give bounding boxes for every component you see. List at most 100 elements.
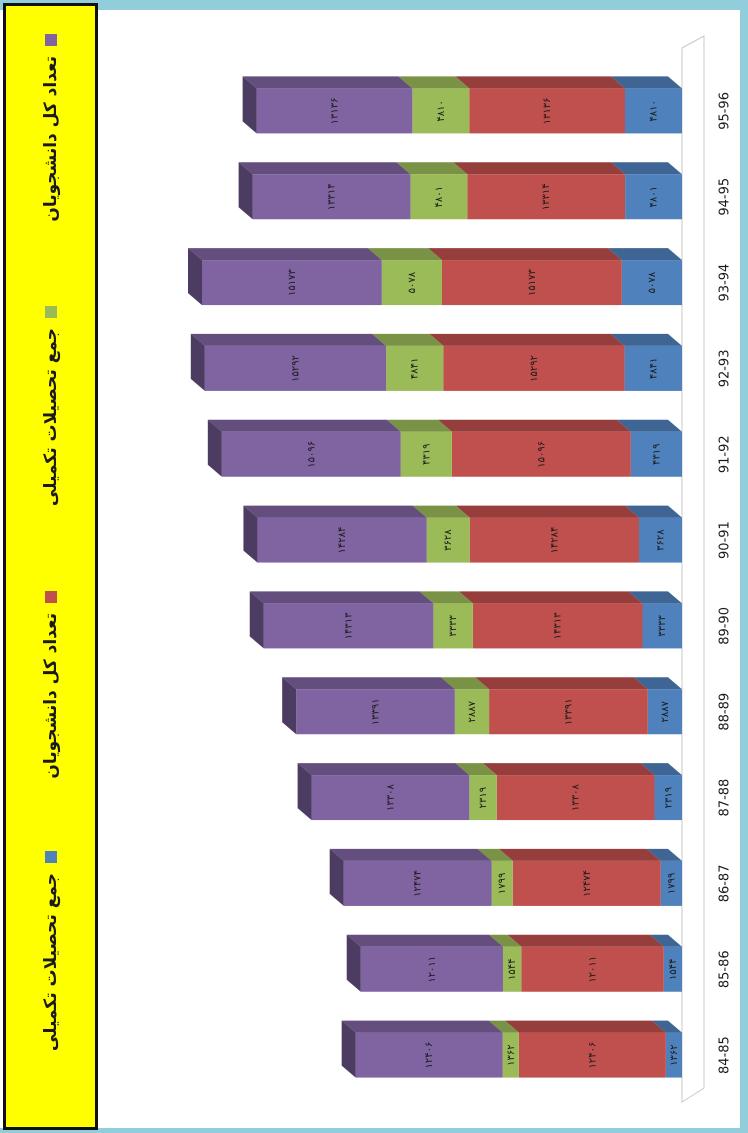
data-label-85-86-s3: ۱۲۰۱۱ bbox=[427, 956, 438, 983]
bar-85-86-s0 bbox=[663, 946, 682, 992]
bar-91-92-s2 bbox=[400, 431, 452, 477]
bar-top-93-94-s3 bbox=[188, 248, 382, 261]
data-label-84-85-s1: ۱۲۴۰۶ bbox=[587, 1042, 598, 1069]
bar-top-95-96-s1 bbox=[455, 76, 625, 89]
category-label-87-88: 87-88 bbox=[718, 779, 733, 817]
category-label-86-87: 86-87 bbox=[718, 865, 733, 903]
bar-95-96-s3 bbox=[256, 88, 413, 134]
data-label-93-94-s0: ۵۰۷۸ bbox=[647, 271, 658, 293]
bar-93-94-s1 bbox=[442, 260, 622, 306]
bar-cap-89-90 bbox=[249, 591, 264, 649]
legend-swatch-2 bbox=[44, 306, 57, 318]
bar-top-84-85-s0 bbox=[651, 1020, 682, 1033]
bar-top-88-89-s3 bbox=[282, 677, 455, 690]
bar-87-88-s1 bbox=[496, 775, 655, 821]
bar-top-95-96-s3 bbox=[242, 76, 413, 89]
data-label-90-91-s2: ۳۶۲۸ bbox=[443, 529, 454, 551]
data-label-87-88-s2: ۲۳۱۹ bbox=[478, 787, 489, 808]
data-label-93-94-s2: ۵۰۷۸ bbox=[407, 271, 418, 293]
data-label-94-95-s3: ۱۳۳۱۴ bbox=[327, 183, 338, 210]
legend-swatch-4 bbox=[44, 851, 57, 863]
data-label-87-88-s1: ۱۳۳۰۸ bbox=[571, 784, 582, 811]
bar-top-89-90-s3 bbox=[249, 591, 434, 604]
bar-top-94-95-s0 bbox=[611, 162, 682, 175]
stacked-bar-chart: ۱۳۶۲ ۱۲۴۰۶ ۱۳۶۲ ۱۲۴۰۶ 84-85 ۱۵۴۴ ۱۲۰۱۱ ۱۵۴۴ ۱۲۰۱… bbox=[188, 35, 733, 1103]
legend-swatch-1 bbox=[44, 34, 57, 46]
bar-top-88-89-s0 bbox=[633, 677, 682, 690]
bar-top-90-91-s0 bbox=[625, 505, 682, 518]
category-label-92-93: 92-93 bbox=[718, 350, 733, 388]
data-label-90-91-s0: ۳۶۲۸ bbox=[656, 529, 667, 551]
bar-cap-90-91 bbox=[243, 505, 258, 563]
bar-90-91-s2 bbox=[426, 517, 470, 563]
category-label-84-85: 84-85 bbox=[718, 1036, 733, 1074]
bar-cap-85-86 bbox=[346, 934, 361, 992]
right-border bbox=[740, 0, 748, 1133]
data-label-94-95-s0: ۴۸۰۱ bbox=[649, 186, 660, 207]
data-label-85-86-s2: ۱۵۴۴ bbox=[507, 959, 518, 980]
bar-cap-88-89 bbox=[282, 677, 297, 735]
bar-top-88-89-s2 bbox=[440, 677, 490, 690]
bar-top-89-90-s2 bbox=[419, 591, 473, 604]
bar-cap-92-93 bbox=[190, 333, 205, 391]
legend: تعداد کل دانشجویان جمع تحصیلات تکمیلی تع… bbox=[3, 3, 98, 1130]
bar-top-86-87-s1 bbox=[498, 848, 661, 861]
data-label-84-85-s3: ۱۲۴۰۶ bbox=[424, 1042, 435, 1069]
bar-87-88-s3 bbox=[311, 775, 470, 821]
bar-87-88-s2 bbox=[469, 775, 497, 821]
bar-top-91-92-s3 bbox=[207, 419, 401, 432]
bar-top-84-85-s3 bbox=[341, 1020, 503, 1033]
bar-top-95-96-s2 bbox=[398, 76, 470, 89]
bar-top-94-95-s2 bbox=[396, 162, 468, 175]
bar-top-93-94-s1 bbox=[428, 248, 622, 261]
data-label-94-95-s1: ۱۳۳۱۴ bbox=[541, 183, 552, 210]
legend-swatch-3 bbox=[44, 591, 57, 603]
data-label-87-88-s0: ۲۳۱۹ bbox=[663, 787, 674, 808]
bar-top-93-94-s0 bbox=[607, 248, 682, 261]
data-label-85-86-s0: ۱۵۴۴ bbox=[668, 959, 679, 980]
bar-cap-93-94 bbox=[188, 248, 202, 306]
bar-88-89-s1 bbox=[489, 689, 648, 735]
bar-85-86-s3 bbox=[360, 946, 504, 992]
bar-87-88-s0 bbox=[654, 775, 682, 821]
bar-88-89-s0 bbox=[647, 689, 682, 735]
legend-label-1: تعداد کل دانشجویان bbox=[40, 56, 61, 222]
data-label-84-85-s0: ۱۳۶۲ bbox=[669, 1044, 680, 1065]
bar-84-85-s0 bbox=[665, 1032, 682, 1078]
bar-95-96-s2 bbox=[412, 88, 470, 134]
legend-label-3: تعداد کل دانشجویان bbox=[40, 613, 61, 779]
data-label-95-96-s2: ۴۸۱۰ bbox=[436, 100, 447, 121]
bar-95-96-s1 bbox=[469, 88, 625, 134]
bar-91-92-s0 bbox=[630, 431, 682, 477]
bar-94-95-s3 bbox=[252, 174, 411, 220]
bar-84-85-s2 bbox=[502, 1032, 519, 1078]
bar-top-87-88-s1 bbox=[482, 763, 655, 776]
bar-90-91-s3 bbox=[257, 517, 427, 563]
bar-93-94-s2 bbox=[381, 260, 442, 306]
bar-top-84-85-s1 bbox=[504, 1020, 666, 1033]
bar-top-90-91-s2 bbox=[412, 505, 470, 518]
data-label-86-87-s1: ۱۲۴۷۴ bbox=[582, 870, 593, 897]
data-label-86-87-s3: ۱۲۴۷۴ bbox=[413, 870, 424, 897]
bar-cap-91-92 bbox=[207, 419, 222, 477]
bar-top-87-88-s2 bbox=[455, 763, 497, 776]
data-label-92-93-s1: ۱۵۲۹۲ bbox=[529, 355, 540, 382]
bar-top-92-93-s2 bbox=[372, 333, 444, 346]
bar-top-85-86-s2 bbox=[489, 934, 522, 947]
bar-top-85-86-s3 bbox=[346, 934, 504, 947]
data-label-91-92-s1: ۱۵۰۹۶ bbox=[536, 441, 547, 468]
data-label-93-94-s1: ۱۵۱۷۳ bbox=[527, 269, 538, 296]
bar-94-95-s0 bbox=[625, 174, 682, 220]
bar-92-93-s1 bbox=[443, 345, 625, 391]
data-label-92-93-s2: ۴۸۴۱ bbox=[410, 358, 421, 379]
category-label-89-90: 89-90 bbox=[718, 607, 733, 645]
category-label-95-96: 95-96 bbox=[718, 92, 733, 130]
data-label-90-91-s1: ۱۴۲۸۴ bbox=[549, 527, 560, 554]
bar-92-93-s0 bbox=[624, 345, 682, 391]
bar-top-91-92-s0 bbox=[616, 419, 682, 432]
data-label-95-96-s3: ۱۳۱۳۶ bbox=[329, 97, 340, 124]
bar-top-86-87-s3 bbox=[329, 848, 492, 861]
bar-89-90-s1 bbox=[472, 603, 643, 649]
data-label-90-91-s3: ۱۴۲۸۴ bbox=[337, 527, 348, 554]
category-label-85-86: 85-86 bbox=[718, 950, 733, 988]
